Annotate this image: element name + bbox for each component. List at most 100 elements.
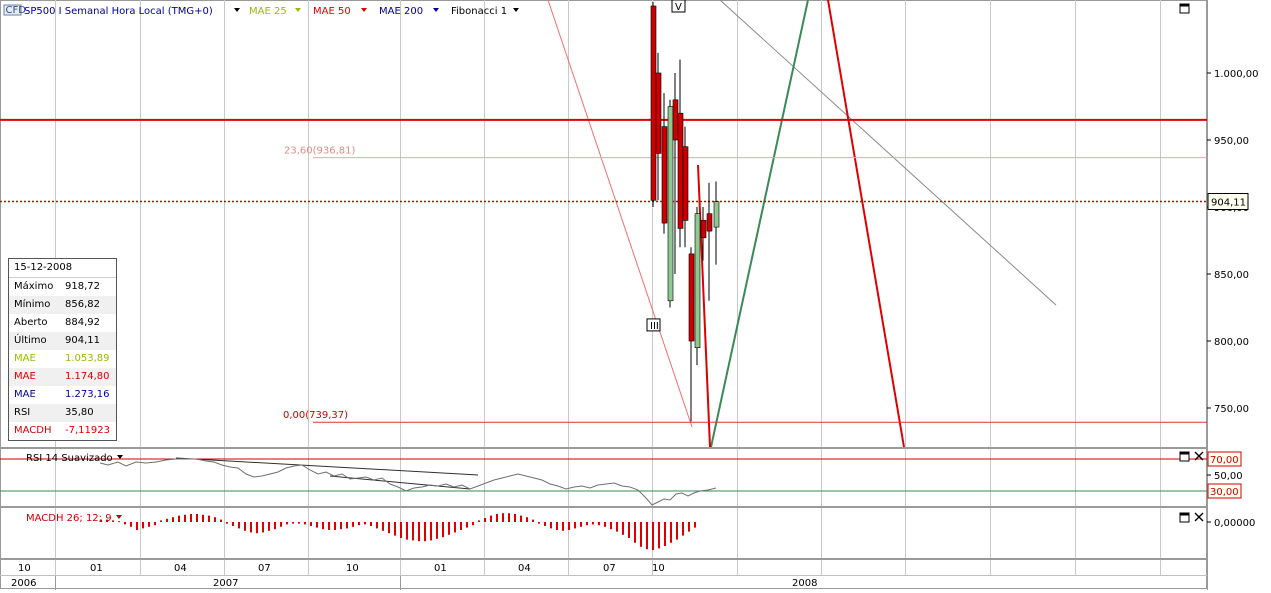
- macd-bar: [346, 522, 348, 529]
- candle-body: [713, 201, 720, 228]
- macd-bar: [100, 519, 102, 522]
- macd-title[interactable]: MACDH 26; 12; 9: [26, 513, 112, 524]
- info-row: MAE 1.174,80: [9, 368, 116, 386]
- macd-bar: [616, 522, 618, 532]
- macd-bar: [196, 514, 198, 522]
- info-value: 1.053,89: [65, 353, 110, 364]
- indicator-dropdown-icon: [433, 8, 439, 12]
- macd-bar: [574, 522, 576, 529]
- info-key: RSI: [14, 407, 31, 418]
- close-icon[interactable]: [1194, 512, 1204, 522]
- rsi-title[interactable]: RSI 14 Suavizado: [26, 453, 113, 464]
- wave-marker-label: V: [675, 2, 682, 13]
- macd-bar: [202, 514, 204, 522]
- macd-bar: [472, 522, 474, 526]
- month-label: 07: [258, 563, 271, 574]
- rsi-dropdown-icon[interactable]: [117, 455, 123, 459]
- macd-bar: [460, 522, 462, 530]
- trend-overlays: [547, 0, 1057, 448]
- macd-bar: [520, 515, 522, 522]
- macd-bar: [394, 522, 396, 536]
- macd-bar: [670, 522, 672, 543]
- month-label: 04: [518, 563, 531, 574]
- candle-body: [682, 146, 689, 221]
- wave-marker-box: [646, 318, 661, 332]
- macd-bar: [562, 522, 564, 531]
- title-dropdown-icon[interactable]: [234, 8, 240, 12]
- macd-bar: [328, 522, 330, 530]
- info-date: 15-12-2008: [9, 259, 116, 278]
- macd-bar: [226, 522, 228, 524]
- macd-window-controls: [1179, 512, 1204, 523]
- rsi-axis-label: 50,00: [1214, 471, 1243, 482]
- indicator-label: MAE 200: [379, 6, 423, 17]
- rsi-series-line: [99, 458, 717, 506]
- macd-bar: [172, 517, 174, 522]
- candles: [650, 1, 720, 422]
- macd-bar: [640, 522, 642, 547]
- macd-bar: [178, 515, 180, 522]
- macd-bar: [514, 514, 516, 522]
- price-tick-label: 800,00: [1214, 337, 1249, 348]
- macd-bar: [508, 513, 510, 522]
- trendline-grey: [719, 0, 1057, 306]
- macd-bar: [298, 522, 300, 524]
- macd-bar: [628, 522, 630, 538]
- macd-bar: [664, 522, 666, 546]
- info-key: MACDH: [14, 425, 52, 436]
- macd-bar: [688, 522, 690, 532]
- macd-bar: [208, 515, 210, 522]
- indicator-labels[interactable]: MAE 25 MAE 50 MAE 200 Fibonacci 1: [249, 6, 519, 17]
- maximize-icon[interactable]: [1179, 451, 1190, 462]
- macd-bar: [214, 517, 216, 522]
- macd-bar: [436, 522, 438, 539]
- macd-bar: [280, 522, 282, 527]
- close-icon[interactable]: [1194, 451, 1204, 461]
- macd-bar: [190, 514, 192, 522]
- macd-bar: [418, 522, 420, 542]
- indicator-dropdown-icon: [295, 8, 301, 12]
- grid-lines: [55, 0, 1161, 575]
- macd-bar: [118, 521, 120, 523]
- info-row: Máximo 918,72: [9, 278, 116, 296]
- macd-bar: [106, 519, 108, 522]
- candle-body: [694, 213, 701, 348]
- info-key: MAE: [14, 371, 36, 382]
- macd-bar: [358, 522, 360, 526]
- macd-bar: [322, 522, 324, 530]
- macd-bar: [592, 522, 594, 525]
- indicator-label: MAE 50: [313, 6, 351, 17]
- info-row: Último 904,11: [9, 332, 116, 350]
- horizontal-levels: [0, 118, 1207, 203]
- price-tick-label: 750,00: [1214, 404, 1249, 415]
- trendline-pink: [547, 0, 693, 428]
- macd-bar: [682, 522, 684, 536]
- macd-bar: [646, 522, 648, 550]
- month-label: 10: [18, 563, 31, 574]
- macd-dropdown-icon[interactable]: [116, 515, 122, 519]
- instrument-title[interactable]: SP500 I Semanal Hora Local (TMG+0): [24, 6, 213, 17]
- macd-bar: [268, 522, 270, 531]
- rsi-window-controls: [1179, 451, 1204, 462]
- month-label: 01: [434, 563, 447, 574]
- maximize-icon[interactable]: [1179, 3, 1190, 14]
- info-value: 904,11: [65, 335, 100, 346]
- maximize-icon[interactable]: [1179, 512, 1190, 523]
- macd-bar: [586, 522, 588, 526]
- macd-bar: [598, 522, 600, 526]
- main-header: CFD SP500 I Semanal Hora Local (TMG+0): [3, 4, 240, 17]
- info-value: 918,72: [65, 281, 100, 292]
- year-label: 2008: [792, 578, 817, 589]
- macd-bar: [154, 522, 156, 526]
- macd-bar: [454, 522, 456, 533]
- price-tag-label: 904,11: [1211, 197, 1246, 208]
- info-key: Máximo: [14, 281, 54, 292]
- candle-body: [706, 213, 713, 232]
- macd-bar: [376, 522, 378, 529]
- info-value: -7,11923: [65, 425, 110, 436]
- info-value: 35,80: [65, 407, 94, 418]
- macd-bar: [352, 522, 354, 527]
- macd-bar: [244, 522, 246, 531]
- macd-bar: [232, 522, 234, 526]
